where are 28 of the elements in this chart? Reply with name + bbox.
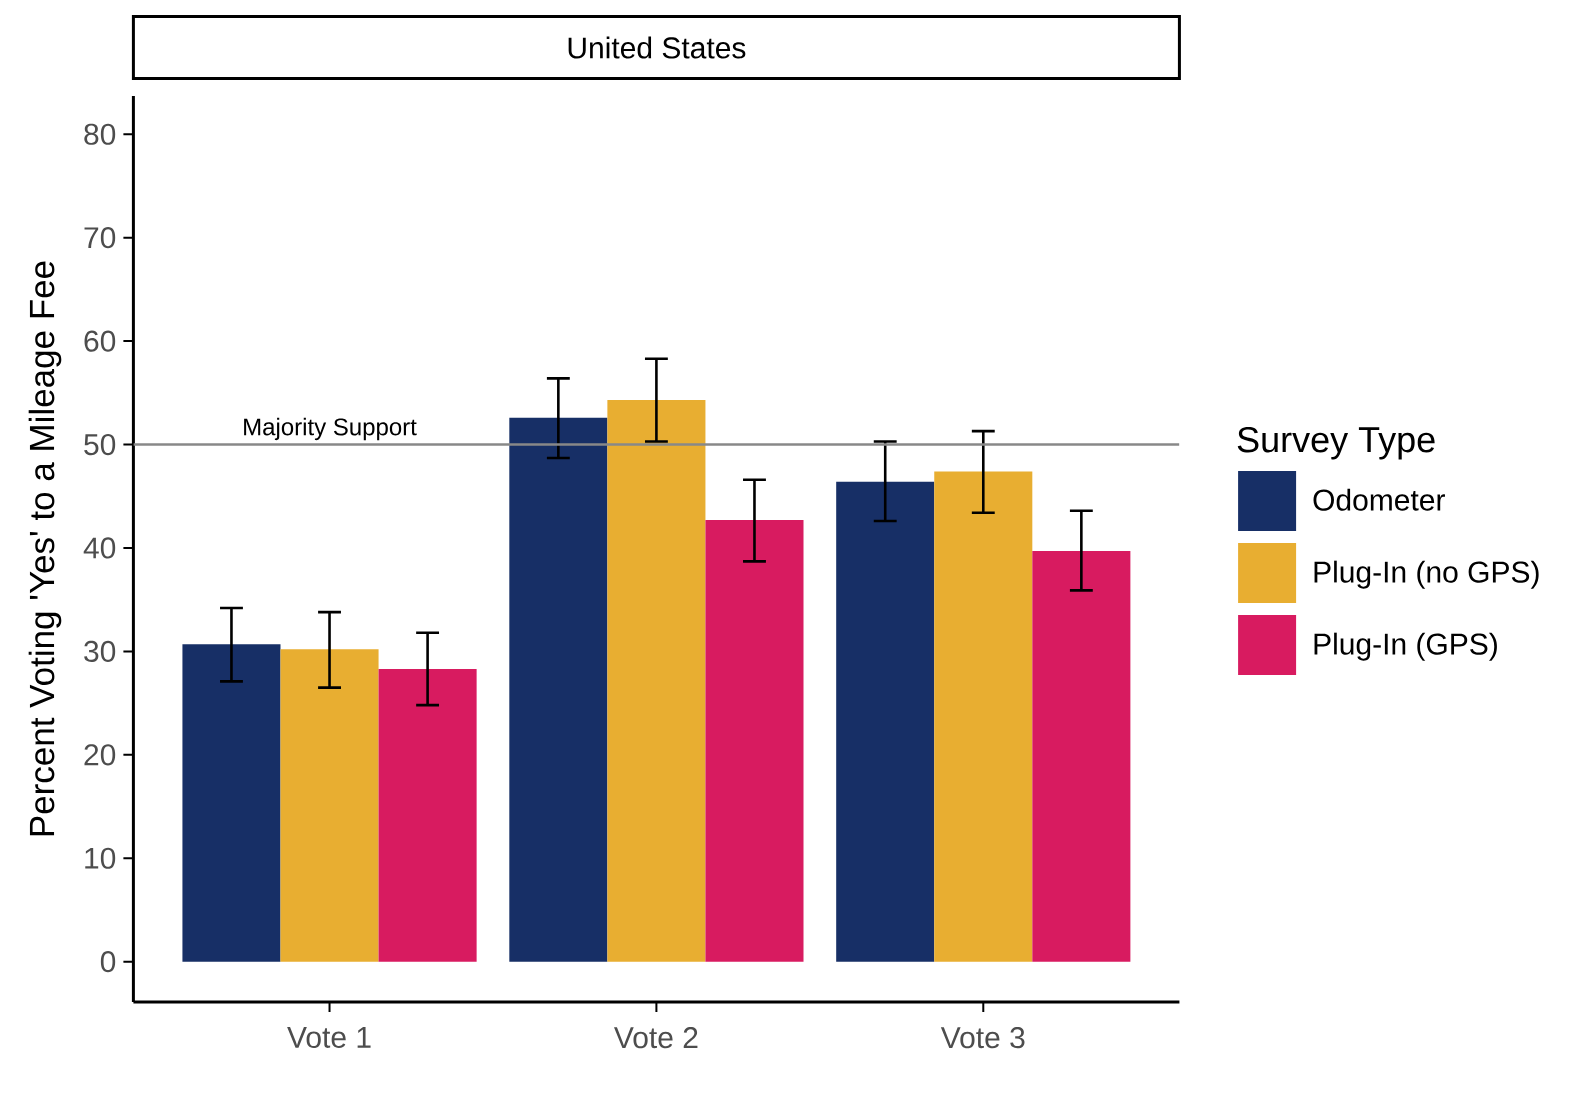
y-tick-label: 60 — [84, 330, 116, 352]
y-tick-label: 80 — [84, 123, 116, 145]
x-tick-label: Vote 1 — [287, 1027, 371, 1048]
y-tick-label: 70 — [84, 227, 116, 249]
y-tick-label: 50 — [84, 433, 116, 456]
y-axis-title: Percent Voting 'Yes' to a Mileage Fee — [28, 261, 62, 836]
y-tick-label: 20 — [84, 744, 116, 766]
legend-label: Plug-In (GPS) — [1314, 632, 1497, 661]
x-tick-label: Vote 2 — [613, 1027, 698, 1049]
bar — [182, 644, 281, 962]
legend-title: Survey Type — [1237, 426, 1435, 460]
bar — [509, 417, 608, 962]
bar — [934, 471, 1033, 962]
x-tick-label: Vote 3 — [940, 1027, 1025, 1049]
ref-line-label: Majority Support — [244, 417, 417, 441]
y-tick-label: 30 — [84, 640, 116, 662]
bar — [280, 649, 379, 962]
bar — [836, 481, 935, 962]
y-tick-label: 40 — [83, 537, 116, 559]
legend-label: Plug-In (no GPS) — [1314, 560, 1539, 589]
chart-title: United States — [568, 36, 746, 59]
y-tick-label: 10 — [85, 847, 116, 869]
bar — [1032, 551, 1131, 962]
bar — [705, 520, 804, 962]
y-tick-label: 0 — [100, 951, 116, 973]
legend-label: Odometer — [1313, 488, 1445, 511]
bar — [378, 668, 477, 962]
bar — [607, 400, 706, 962]
